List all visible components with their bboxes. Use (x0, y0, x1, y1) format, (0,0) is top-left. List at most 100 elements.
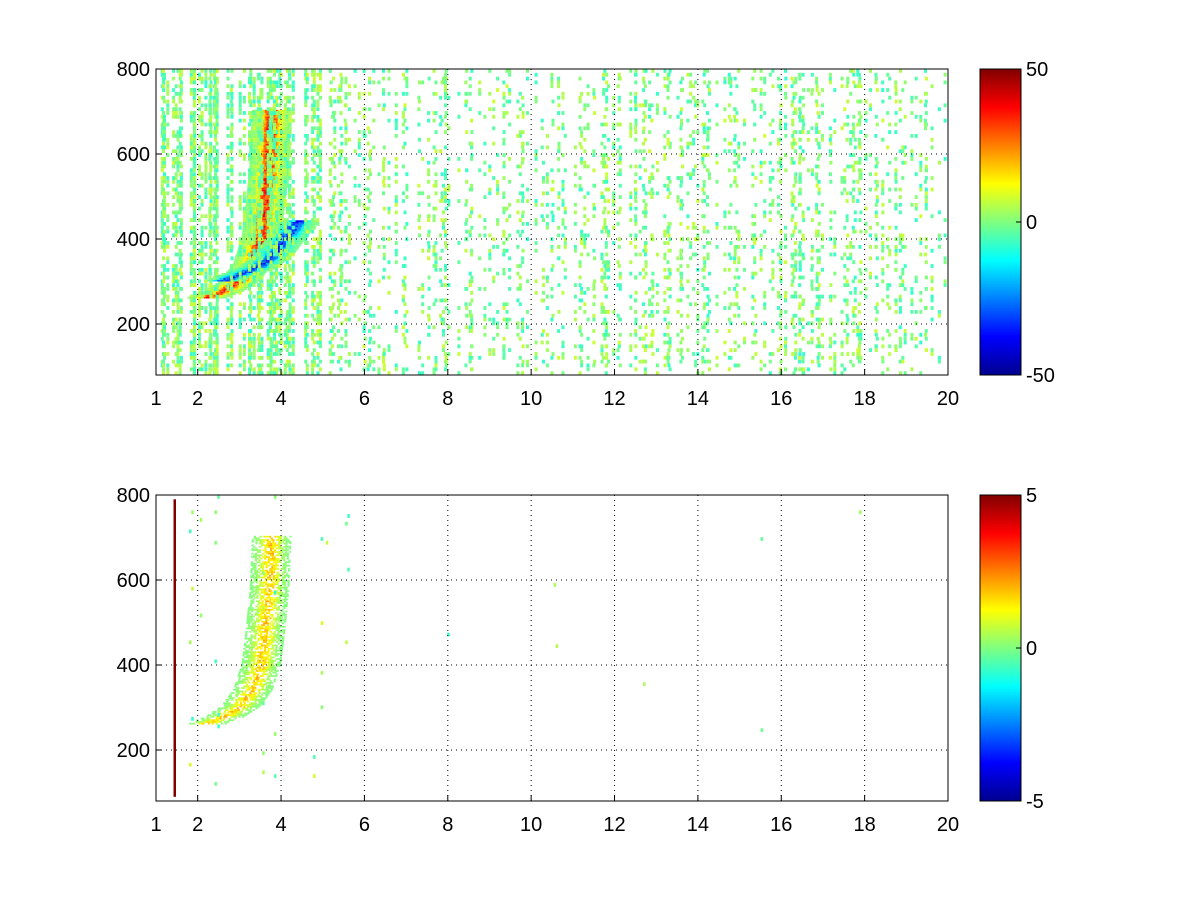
heatmap-cell (282, 249, 285, 251)
heatmap-cell (236, 266, 239, 268)
heatmap-cell (729, 76, 733, 81)
heatmap-cell (563, 206, 567, 211)
heatmap-cell (281, 121, 284, 124)
heatmap-cell (172, 340, 176, 345)
heatmap-cell (318, 245, 322, 249)
heatmap-cell (244, 273, 247, 275)
heatmap-cell (273, 261, 276, 263)
heatmap-cell (263, 198, 266, 200)
heatmap-cell (267, 148, 270, 151)
heatmap-cell (273, 205, 276, 207)
heatmap-cell (602, 321, 606, 326)
heatmap-cell (254, 188, 257, 190)
heatmap-cell (280, 189, 283, 192)
heatmap-cell (238, 118, 242, 123)
heatmap-cell (291, 149, 295, 154)
heatmap-cell (252, 367, 256, 372)
heatmap-cell (318, 229, 322, 234)
heatmap-cell (241, 256, 244, 258)
heatmap-cell (214, 69, 217, 73)
heatmap-cell (821, 267, 824, 272)
heatmap-cell (282, 240, 285, 243)
heatmap-cell (226, 91, 230, 96)
heatmap-cell (285, 80, 289, 85)
heatmap-cell (729, 80, 733, 85)
heatmap-cell (271, 250, 274, 253)
heatmap-cell (394, 260, 398, 265)
heatmap-cell (919, 290, 923, 295)
heatmap-cell (264, 123, 267, 126)
heatmap-cell (265, 249, 268, 251)
heatmap-cell (663, 76, 667, 81)
heatmap-cell (212, 157, 216, 161)
heatmap-cell (648, 298, 652, 303)
heatmap-cell (226, 134, 230, 138)
heatmap-cell (394, 195, 398, 199)
heatmap-cell (715, 103, 719, 108)
heatmap-cell (881, 118, 885, 123)
heatmap-cell (214, 160, 217, 165)
heatmap-cell (200, 294, 204, 299)
heatmap-cell (300, 233, 304, 236)
heatmap-cell (252, 206, 256, 211)
heatmap-cell (245, 233, 248, 236)
heatmap-cell (252, 259, 256, 262)
heatmap-cell (729, 256, 733, 261)
heatmap-cell (686, 294, 690, 299)
heatmap-cell (253, 247, 256, 250)
heatmap-cell (226, 293, 229, 296)
heatmap-cell (768, 72, 772, 77)
heatmap-cell (316, 302, 320, 307)
heatmap-cell (478, 91, 482, 96)
heatmap-cell (249, 215, 252, 217)
heatmap-cell (251, 201, 254, 204)
heatmap-cell (236, 262, 240, 265)
heatmap-cell (377, 80, 381, 85)
heatmap-cell (794, 340, 798, 345)
heatmap-cell (924, 199, 928, 203)
heatmap-cell (295, 223, 298, 226)
heatmap-cell (281, 113, 284, 115)
heatmap-cell (505, 317, 509, 322)
heatmap-cell (255, 125, 258, 127)
heatmap-cell (291, 267, 295, 272)
heatmap-cell (228, 291, 231, 294)
heatmap-cell (743, 157, 746, 161)
heatmap-cell (281, 232, 284, 234)
heatmap-cell (291, 233, 294, 236)
heatmap-cell (299, 225, 302, 228)
heatmap-cell (227, 273, 230, 275)
heatmap-cell (265, 154, 268, 156)
heatmap-cell (291, 223, 294, 226)
heatmap-cell (277, 205, 280, 207)
heatmap-cell (291, 111, 295, 115)
heatmap-cell (292, 232, 295, 234)
heatmap-cell (676, 114, 680, 119)
heatmap-cell (817, 283, 821, 287)
heatmap-cell (903, 340, 907, 345)
heatmap-cell (291, 118, 295, 123)
heatmap-cell (759, 172, 763, 177)
heatmap-cell (248, 273, 251, 275)
heatmap-cell (286, 128, 289, 131)
heatmap-cell (394, 367, 398, 372)
heatmap-cell (257, 278, 260, 280)
heatmap-cell (282, 228, 285, 231)
heatmap-cell (246, 194, 249, 197)
heatmap-cell (274, 152, 277, 154)
heatmap-cell (483, 332, 487, 337)
heatmap-cell (278, 228, 281, 231)
heatmap-cell (270, 202, 274, 207)
heatmap-cell (277, 240, 280, 243)
heatmap-cell (277, 188, 280, 190)
heatmap-cell (853, 287, 857, 291)
heatmap-cell (759, 69, 763, 73)
heatmap-cell (798, 283, 802, 287)
heatmap-cell (357, 225, 361, 230)
heatmap-cell (874, 134, 878, 138)
heatmap-cell (265, 227, 268, 229)
heatmap-cell (253, 267, 256, 270)
heatmap-cell (251, 232, 254, 234)
heatmap-cell (255, 256, 258, 258)
heatmap-cell (246, 228, 249, 231)
